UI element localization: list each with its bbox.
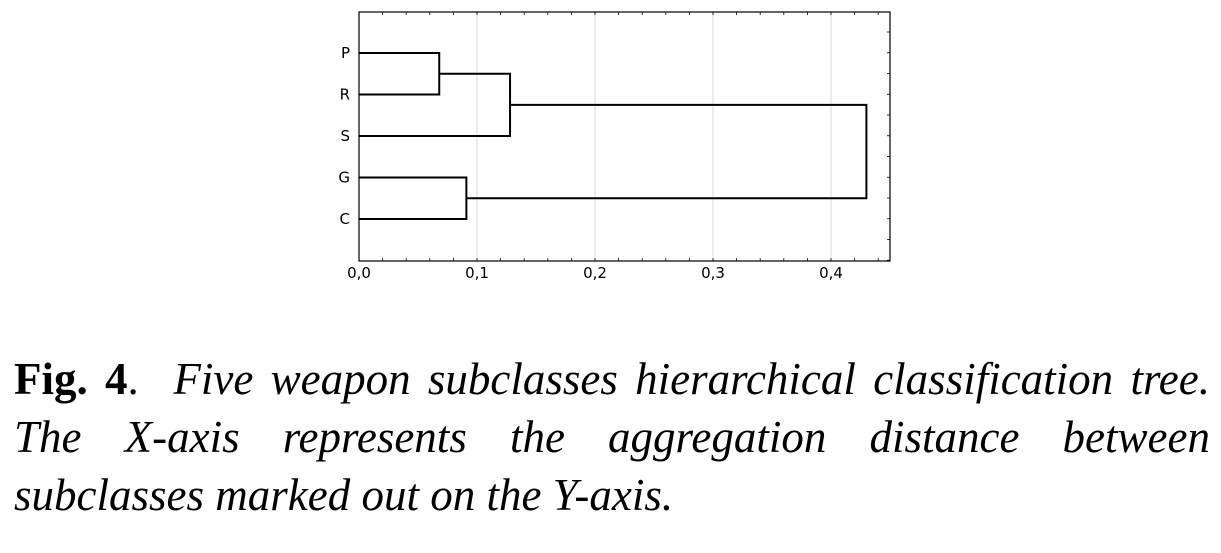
minor-ticks [382, 12, 890, 261]
leaf-label-G: G [338, 169, 350, 187]
caption-separator: . [127, 354, 139, 404]
figure-caption: Fig. 4. Five weapon subclasses hierarchi… [14, 350, 1210, 524]
x-axis-tick-labels: 0,0 0,1 0,2 0,3 0,4 [347, 264, 843, 282]
merge-link-2 [359, 176, 468, 220]
x-tick-label-0: 0,0 [347, 264, 371, 282]
caption-text: Five weapon subclasses hierarchical clas… [14, 354, 1211, 520]
leaf-label-S: S [340, 127, 350, 145]
merge-link-1 [359, 72, 512, 137]
merge-link-3 [466, 103, 868, 200]
dendrogram-chart: 0,0 0,1 0,2 0,3 0,4 P R S G C [338, 11, 891, 282]
x-tick-label-2: 0,2 [583, 264, 607, 282]
grid-lines [476, 12, 832, 261]
y-axis-leaf-labels: P R S G C [338, 44, 350, 228]
leaf-label-C: C [340, 210, 350, 228]
x-tick-label-3: 0,3 [701, 264, 725, 282]
x-tick-label-1: 0,1 [465, 264, 489, 282]
caption-label: Fig. 4 [14, 354, 128, 404]
leaf-label-R: R [340, 86, 350, 104]
leaf-label-P: P [341, 44, 350, 62]
dendrogram-links [359, 52, 868, 220]
x-tick-label-4: 0,4 [819, 264, 843, 282]
merge-link-0 [359, 52, 441, 96]
